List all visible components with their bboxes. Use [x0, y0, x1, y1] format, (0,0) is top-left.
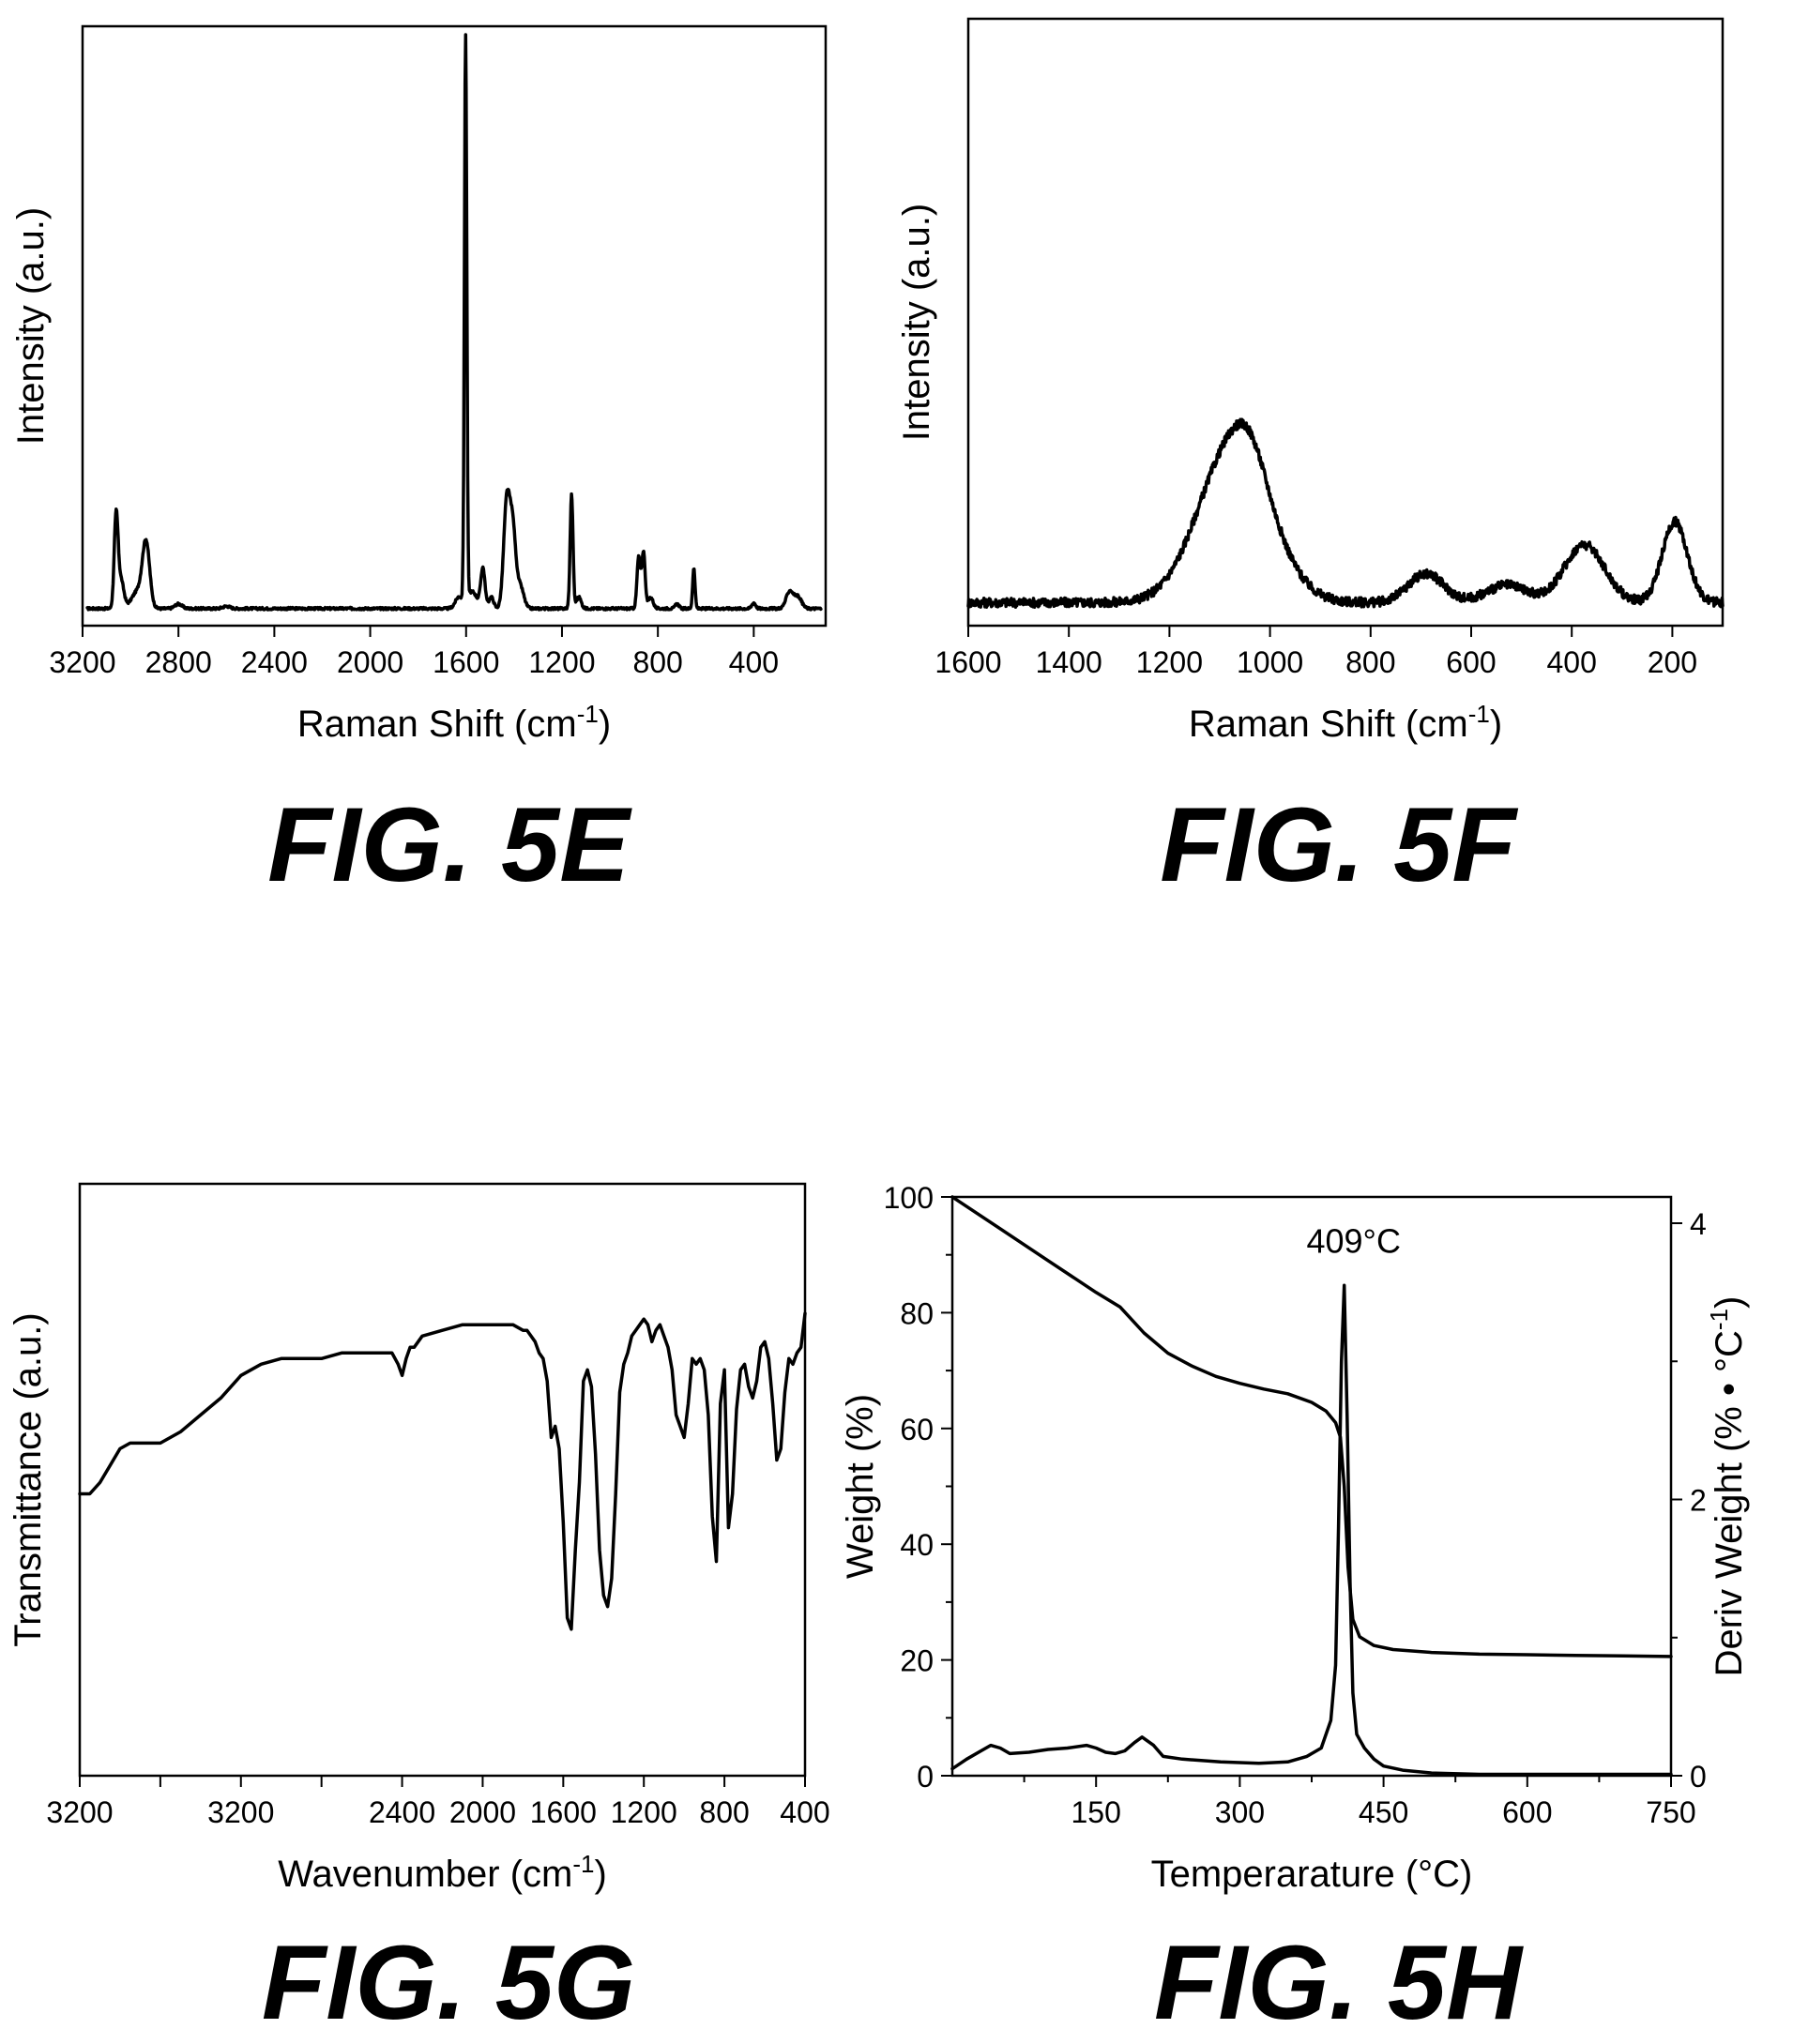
x-tick-label: 600 [1446, 645, 1496, 679]
series-line-main-0 [966, 417, 1725, 610]
x-tick-label: 1200 [528, 645, 595, 679]
x-axis-label: Wavenumber (cm-1) [278, 1850, 607, 1895]
plot-frame [950, 1195, 1673, 1778]
panel-fig-5f: 1600 1400 1200 1000 800 600 400 200 Raman Shift … [896, 17, 1725, 745]
x-tick-label: 300 [1215, 1795, 1265, 1829]
y-tick-label: 60 [900, 1413, 934, 1446]
x-axis-label: Raman Shift (cm-1) [297, 700, 611, 745]
x-tick-label: 400 [1547, 645, 1597, 679]
x-tick-label: 1200 [1136, 645, 1203, 679]
x-tick-label: 2400 [241, 645, 308, 679]
x-tick-label: 1600 [934, 645, 1001, 679]
x-tick-label: 2400 [369, 1795, 435, 1829]
x-tick-label: 2800 [145, 645, 212, 679]
peak-annotation: 409°C [1306, 1222, 1400, 1261]
series-line-left-0 [950, 1195, 1673, 1658]
y-tick-label: 0 [917, 1760, 934, 1794]
series-line-main-0 [78, 1311, 807, 1631]
x-tick-label: 1000 [1237, 645, 1303, 679]
panel-fig-5e: 3200 2800 2400 2000 1600 1200 800 400 Raman Shif… [10, 24, 828, 745]
x-tick-label: 1200 [611, 1795, 677, 1829]
plot-frame [78, 1182, 807, 1778]
x-axis-label: Raman Shift (cm-1) [1189, 700, 1502, 745]
series-line-right-1 [950, 1283, 1673, 1777]
y-tick-label: 80 [900, 1296, 934, 1330]
x-tick-label: 3200 [49, 645, 115, 679]
x-tick-label: 800 [699, 1795, 749, 1829]
y-axis-label: Intensity (a.u.) [10, 207, 52, 445]
y-axis-label: Weight (%) [840, 1394, 881, 1579]
x-tick-label: 2000 [449, 1795, 516, 1829]
x-tick-label: 1600 [433, 645, 499, 679]
series-line-main-0 [85, 33, 823, 612]
x-axis-label: Temperarature (°C) [1151, 1854, 1473, 1895]
panel-fig-5g: 3200 3200 2400 2000 1600 1200 800 400 Wavenumber… [8, 1182, 830, 1895]
plot-frame [81, 24, 828, 628]
caption-fig-5h: FIG. 5H [1153, 1924, 1523, 2041]
x-tick-label: 200 [1648, 645, 1697, 679]
x-tick-label: 800 [1345, 645, 1395, 679]
caption-fig-5g: FIG. 5G [261, 1924, 636, 2041]
x-tick-label: 3200 [207, 1795, 274, 1829]
y2-tick-label: 2 [1690, 1484, 1707, 1518]
y-axis-label: Transmittance (a.u.) [8, 1312, 49, 1646]
caption-fig-5f: FIG. 5F [1160, 786, 1516, 903]
x-tick-label: 2000 [337, 645, 403, 679]
y2-tick-label: 4 [1690, 1207, 1707, 1241]
x-tick-label: 600 [1502, 1795, 1552, 1829]
y2-tick-label: 0 [1690, 1760, 1707, 1794]
x-tick-label: 3200 [46, 1795, 113, 1829]
x-tick-label: 400 [729, 645, 779, 679]
x-tick-label: 750 [1646, 1795, 1695, 1829]
x-tick-label: 450 [1359, 1795, 1408, 1829]
x-tick-label: 150 [1071, 1795, 1121, 1829]
y-tick-label: 100 [884, 1181, 934, 1215]
x-tick-label: 1400 [1036, 645, 1102, 679]
x-tick-label: 1600 [530, 1795, 597, 1829]
x-tick-label: 400 [780, 1795, 829, 1829]
y-axis-label: Intensity (a.u.) [896, 204, 937, 441]
plot-frame [966, 17, 1725, 628]
x-tick-label: 800 [632, 645, 682, 679]
caption-fig-5e: FIG. 5E [267, 786, 630, 903]
y2-axis-label: Deriv Weight (% • °C-1) [1705, 1296, 1750, 1677]
y-tick-label: 20 [900, 1644, 934, 1678]
y-tick-label: 40 [900, 1528, 934, 1562]
